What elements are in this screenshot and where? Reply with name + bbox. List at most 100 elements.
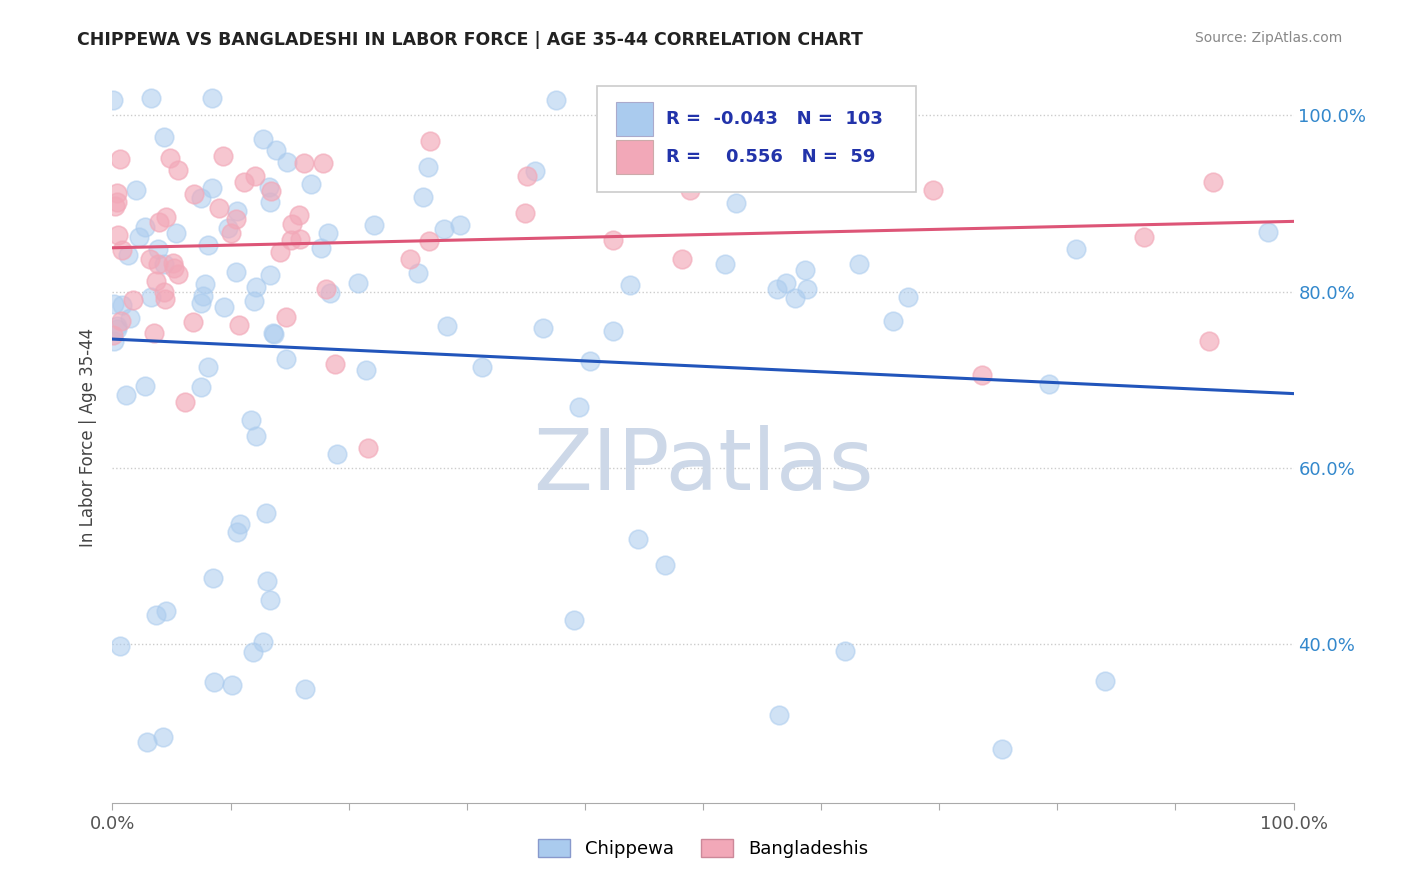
Point <box>219 226 242 240</box>
Point <box>794 263 817 277</box>
Point <box>243 293 266 308</box>
Point <box>110 314 132 328</box>
Point <box>815 99 838 113</box>
Point <box>280 234 302 248</box>
Point <box>436 318 458 333</box>
Point <box>654 558 676 573</box>
Point <box>201 571 224 585</box>
Point <box>146 257 169 271</box>
Point <box>104 198 127 212</box>
Point <box>471 360 494 375</box>
Point <box>897 289 920 303</box>
Point <box>418 234 440 248</box>
Point <box>221 678 243 692</box>
Point <box>197 360 219 375</box>
Point <box>775 276 797 290</box>
Point <box>152 730 174 744</box>
Point <box>245 429 267 443</box>
Point <box>363 218 385 232</box>
Point <box>201 180 224 194</box>
Point <box>418 134 440 148</box>
Point <box>103 297 125 311</box>
Point <box>1257 226 1279 240</box>
Point <box>155 210 177 224</box>
Point <box>239 412 262 426</box>
Point <box>276 154 298 169</box>
Text: R =  -0.043   N =  103: R = -0.043 N = 103 <box>666 111 883 128</box>
Point <box>274 352 297 367</box>
Point <box>287 208 309 222</box>
Point <box>105 186 128 201</box>
Point <box>208 201 231 215</box>
Point <box>568 401 591 415</box>
Point <box>254 506 277 520</box>
Point <box>259 268 281 282</box>
Point <box>167 267 190 281</box>
Point <box>173 394 195 409</box>
Point <box>145 274 167 288</box>
Legend: Chippewa, Bangladeshis: Chippewa, Bangladeshis <box>529 830 877 867</box>
Point <box>114 388 136 402</box>
Point <box>274 310 297 324</box>
Point <box>796 282 818 296</box>
Point <box>524 164 547 178</box>
Point <box>412 189 434 203</box>
Point <box>107 228 129 243</box>
Point <box>243 169 266 184</box>
Point <box>108 639 131 653</box>
Point <box>725 196 748 211</box>
Point <box>183 186 205 201</box>
Point <box>834 128 856 142</box>
Point <box>212 301 235 315</box>
Point <box>269 245 291 260</box>
Point <box>145 607 167 622</box>
Point <box>991 742 1014 756</box>
Point <box>256 574 278 589</box>
Point <box>1038 377 1060 392</box>
Point <box>181 316 204 330</box>
Point <box>433 222 456 236</box>
Point <box>626 533 648 547</box>
Point <box>225 212 247 227</box>
Point <box>111 243 134 257</box>
FancyBboxPatch shape <box>596 86 915 192</box>
Point <box>679 183 702 197</box>
FancyBboxPatch shape <box>616 140 654 175</box>
Point <box>134 220 156 235</box>
Point <box>143 326 166 340</box>
Point <box>513 206 536 220</box>
Point <box>619 277 641 292</box>
Point <box>785 291 807 305</box>
Point <box>190 295 212 310</box>
Point <box>101 94 124 108</box>
Point <box>197 238 219 252</box>
Point <box>399 252 422 267</box>
Point <box>347 277 370 291</box>
Point <box>212 149 235 163</box>
Point <box>449 218 471 232</box>
Point <box>108 152 131 166</box>
Point <box>299 177 322 191</box>
Point <box>602 233 624 247</box>
Point <box>136 734 159 748</box>
Point <box>516 169 538 183</box>
Point <box>848 256 870 270</box>
Point <box>882 313 904 327</box>
Text: ZIPatlas: ZIPatlas <box>533 425 873 508</box>
Point <box>242 644 264 658</box>
Point <box>544 93 567 107</box>
Text: CHIPPEWA VS BANGLADESHI IN LABOR FORCE | AGE 35-44 CORRELATION CHART: CHIPPEWA VS BANGLADESHI IN LABOR FORCE |… <box>77 31 863 49</box>
Point <box>418 160 440 174</box>
Point <box>315 282 337 296</box>
Point <box>319 286 342 301</box>
Point <box>153 257 176 271</box>
Point <box>166 163 188 178</box>
Point <box>201 91 224 105</box>
Point <box>228 318 250 332</box>
Point <box>103 327 125 342</box>
Point <box>193 277 215 292</box>
Point <box>311 241 333 255</box>
Point <box>922 183 945 197</box>
Point <box>257 180 280 194</box>
Point <box>190 379 212 393</box>
